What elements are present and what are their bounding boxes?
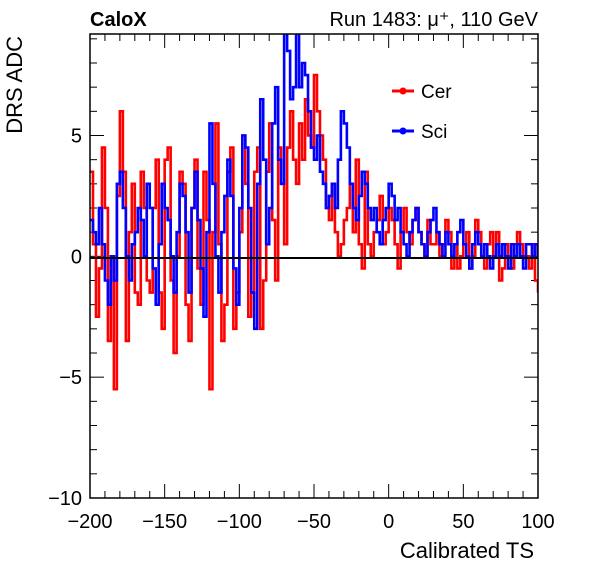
x-tick-label: −50: [297, 511, 331, 533]
x-tick-label: −100: [217, 511, 262, 533]
legend: Cer Sci: [392, 82, 452, 143]
legend-label-sci: Sci: [421, 122, 447, 143]
legend-label-cer: Cer: [421, 82, 452, 103]
legend-marker-cer: [399, 87, 407, 95]
y-tick-label: −10: [48, 488, 82, 510]
y-tick-label: −5: [59, 367, 82, 389]
plot-frame: [89, 33, 539, 499]
x-tick-label: −200: [67, 511, 112, 533]
x-tick-label: 0: [383, 511, 394, 533]
x-tick-label: 100: [521, 511, 554, 533]
run-label: Run 1483: μ⁺, 110 GeV: [329, 9, 538, 31]
x-tick-label: −150: [142, 511, 187, 533]
y-tick-label: 0: [71, 246, 82, 268]
series-line-sci: [90, 34, 538, 331]
x-axis-label: Calibrated TS: [400, 538, 534, 563]
y-tick-label: 5: [71, 126, 82, 148]
x-tick-label: 50: [452, 511, 474, 533]
corner-label: CaloX: [90, 9, 147, 31]
legend-marker-sci: [399, 127, 407, 135]
y-axis-label: DRS ADC: [2, 36, 27, 134]
